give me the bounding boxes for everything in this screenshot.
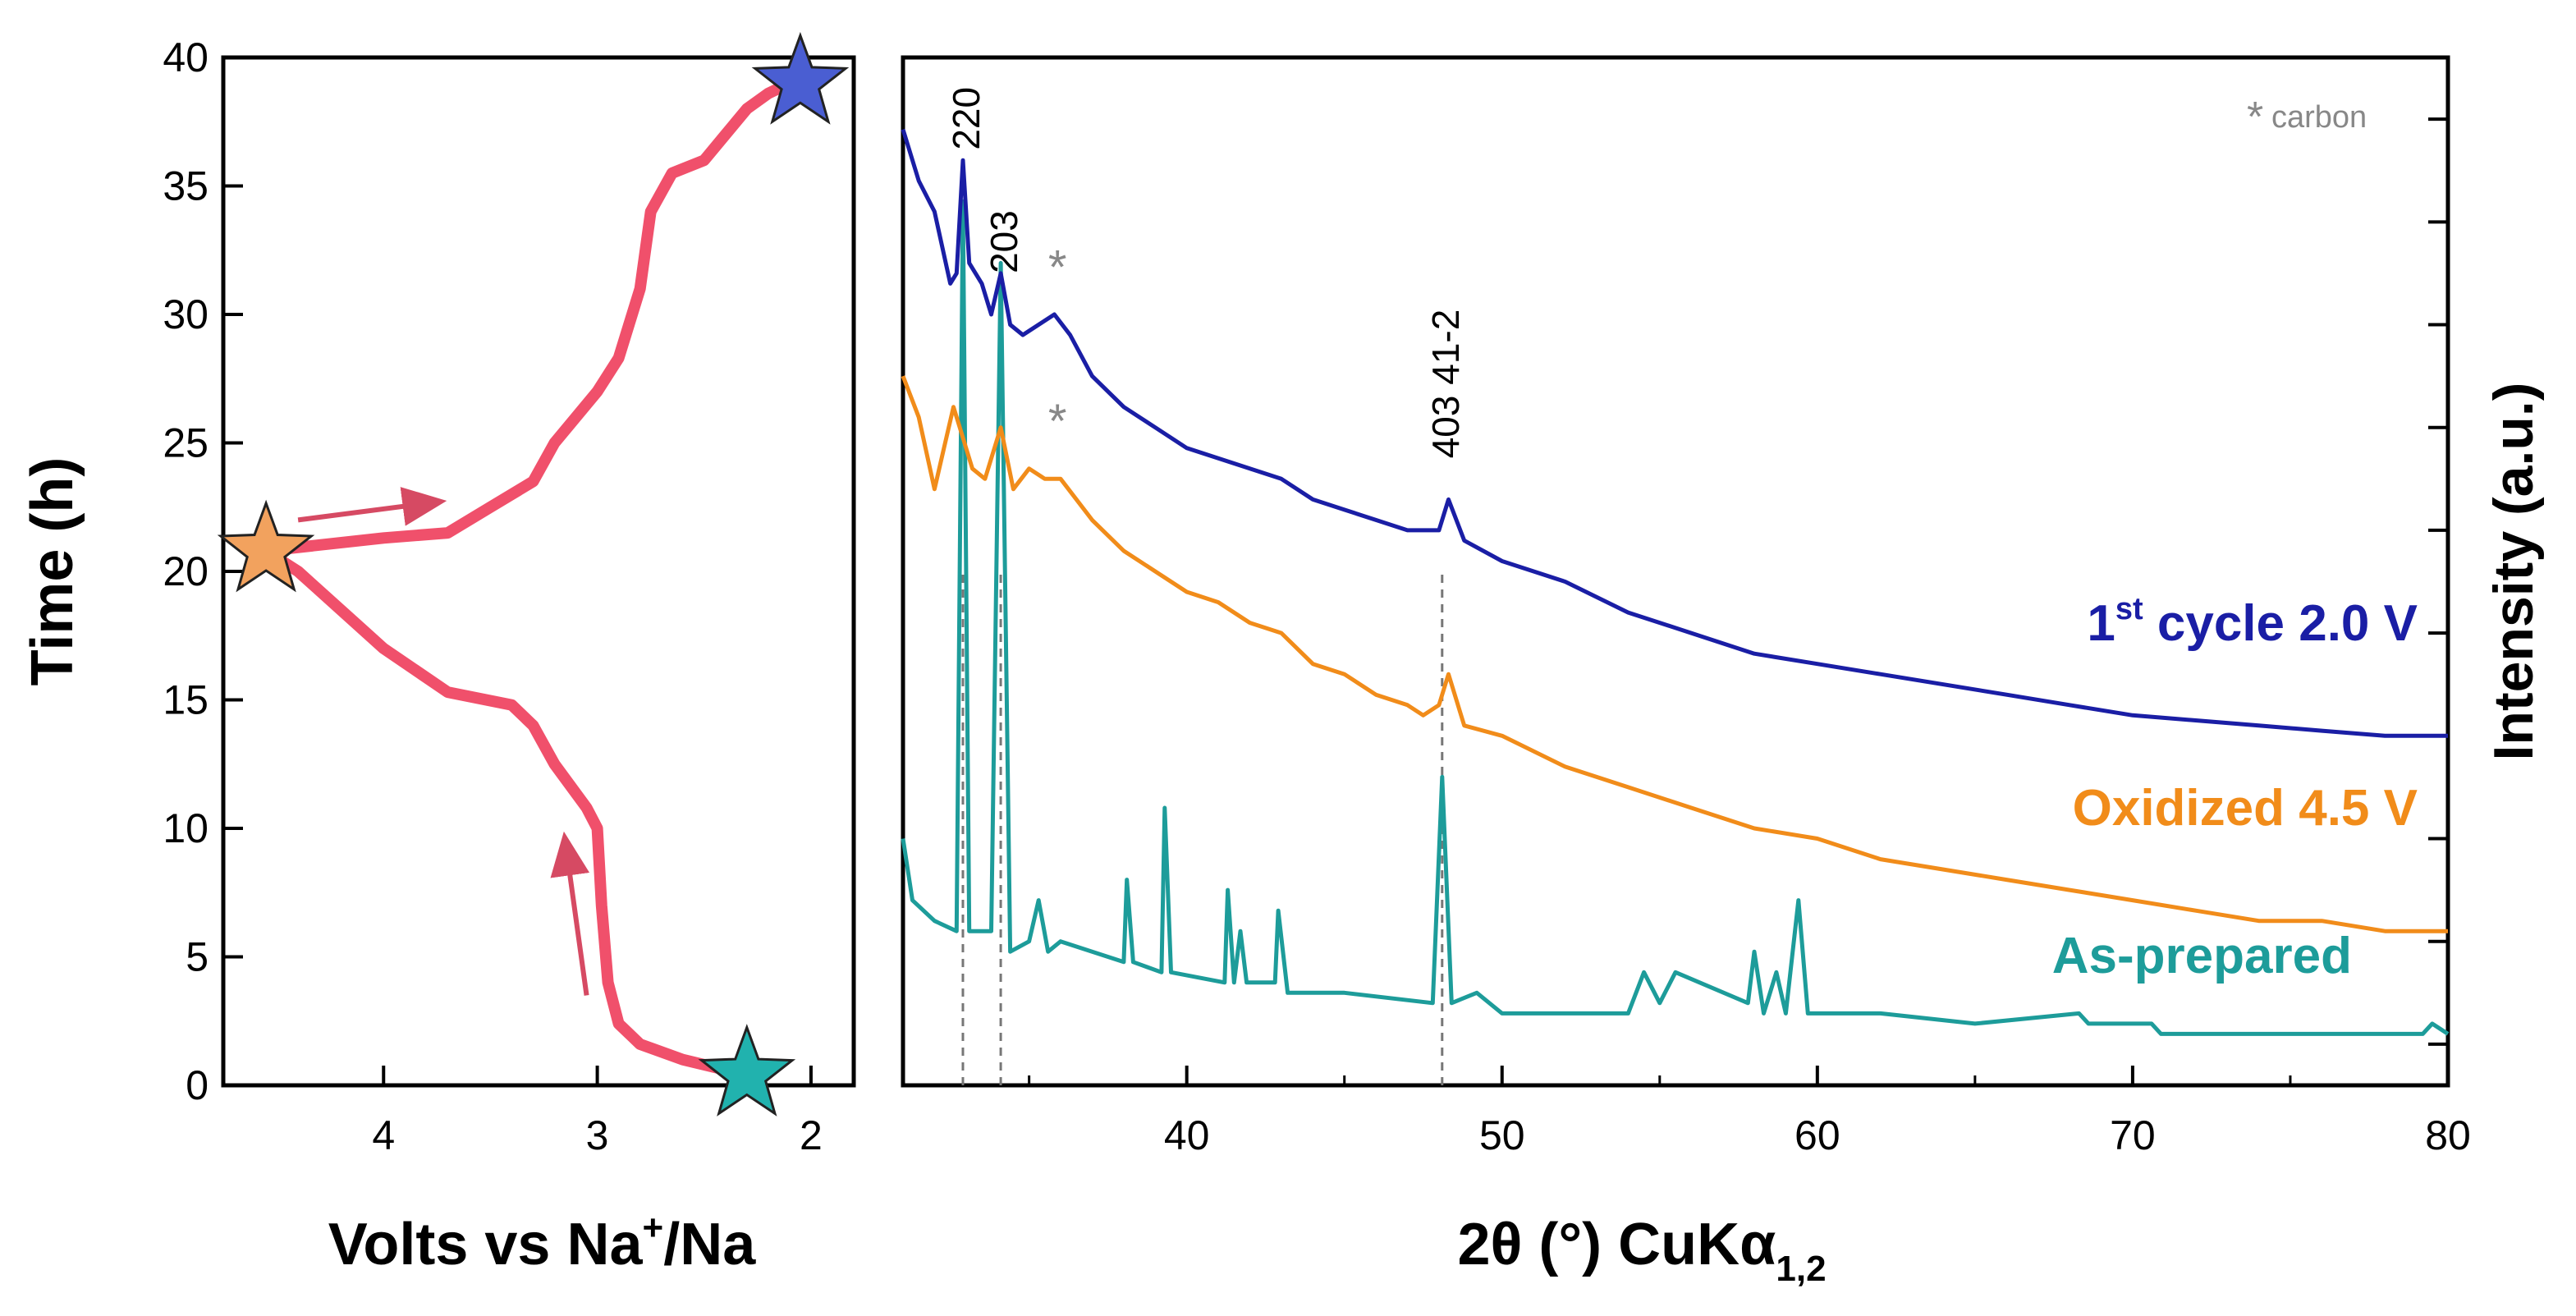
reflection-label: 203 xyxy=(983,210,1025,273)
left-y-tick-label: 35 xyxy=(163,163,209,209)
as-prepared-star xyxy=(698,1024,796,1117)
left-y-tick-label: 5 xyxy=(186,934,209,980)
xrd-pattern-line xyxy=(901,375,2448,933)
left-y-tick-label: 40 xyxy=(163,34,209,80)
reflection-label: 403 41-2 xyxy=(1424,310,1467,459)
right-x-tick-label: 40 xyxy=(1164,1112,1210,1158)
charge-direction-arrow xyxy=(550,831,590,996)
left-y-tick-label: 25 xyxy=(163,420,209,466)
discharge-direction-arrow xyxy=(297,487,447,526)
x-label-part-1: Volts vs Na xyxy=(328,1212,644,1277)
charge-curve xyxy=(260,545,753,1081)
xrd-x-label-sub: 1,2 xyxy=(1776,1249,1826,1289)
right-y-axis-label: Intensity (a.u.) xyxy=(2482,383,2545,761)
left-y-axis-label: Time (h) xyxy=(20,457,85,686)
xrd-x-label-main: 2θ (°) CuKα xyxy=(1457,1212,1776,1277)
left-x-tick-label: 2 xyxy=(800,1112,823,1158)
left-x-axis: 4 3 2 xyxy=(372,1066,823,1158)
right-x-axis: 40 50 60 70 80 xyxy=(1028,1066,2471,1158)
right-x-axis-label: 2θ (°) CuKα1,2 xyxy=(1457,1212,1826,1289)
carbon-asterisk: * xyxy=(1048,395,1067,448)
carbon-asterisks: ** xyxy=(1048,241,1067,448)
cycle-label-rest: cycle 2.0 V xyxy=(2143,595,2418,652)
right-y-axis-ticks xyxy=(2428,117,2448,1046)
cycled-star xyxy=(751,31,850,125)
voltage-curves xyxy=(260,77,795,1081)
xrd-pattern-line xyxy=(901,199,2450,1036)
cycle-label-num: 1 xyxy=(2087,595,2115,652)
series-label-cycle: 1st cycle 2.0 V xyxy=(2087,592,2418,652)
xrd-patterns xyxy=(901,128,2450,1036)
left-y-tick-label: 0 xyxy=(186,1062,209,1108)
cycle-label-sup: st xyxy=(2115,592,2143,626)
left-y-tick-label: 10 xyxy=(163,805,209,851)
carbon-asterisk: * xyxy=(1048,241,1067,294)
left-x-tick-label: 3 xyxy=(586,1112,609,1158)
left-x-axis-label: Volts vs Na+/Na xyxy=(328,1208,757,1277)
oxidized-star xyxy=(217,499,315,593)
carbon-legend-label: carbon xyxy=(2271,100,2367,135)
series-label-oxidized: Oxidized 4.5 V xyxy=(2073,780,2418,837)
left-y-tick-label: 30 xyxy=(163,291,209,337)
state-markers xyxy=(217,31,850,1117)
left-y-tick-label: 15 xyxy=(163,677,209,723)
left-y-tick-label: 20 xyxy=(163,548,209,594)
series-label-as-prepared: As-prepared xyxy=(2052,928,2352,984)
direction-arrows xyxy=(297,487,590,996)
xrd-pattern-line xyxy=(901,128,2448,738)
x-label-part-2: /Na xyxy=(663,1212,756,1277)
right-x-tick-label: 70 xyxy=(2110,1112,2156,1158)
carbon-legend: * carbon xyxy=(2247,94,2367,141)
voltage-time-panel: 0 5 10 15 20 25 30 35 40 4 3 2 Time (h) Volts vs N… xyxy=(20,31,856,1277)
right-x-tick-label: 50 xyxy=(1479,1112,1525,1158)
x-label-superscript: + xyxy=(643,1208,664,1248)
discharge-curve xyxy=(260,77,795,557)
reflection-label: 220 xyxy=(945,87,988,150)
carbon-legend-asterisk: * xyxy=(2247,94,2263,141)
reflection-guides: 220 203 403 41-2 xyxy=(945,87,1467,1085)
right-plot-frame xyxy=(901,55,2450,1088)
right-x-tick-label: 80 xyxy=(2425,1112,2471,1158)
left-x-tick-label: 4 xyxy=(372,1112,395,1158)
right-x-tick-label: 60 xyxy=(1794,1112,1840,1158)
left-plot-frame xyxy=(221,55,856,1088)
left-y-axis: 0 5 10 15 20 25 30 35 40 xyxy=(163,34,243,1108)
